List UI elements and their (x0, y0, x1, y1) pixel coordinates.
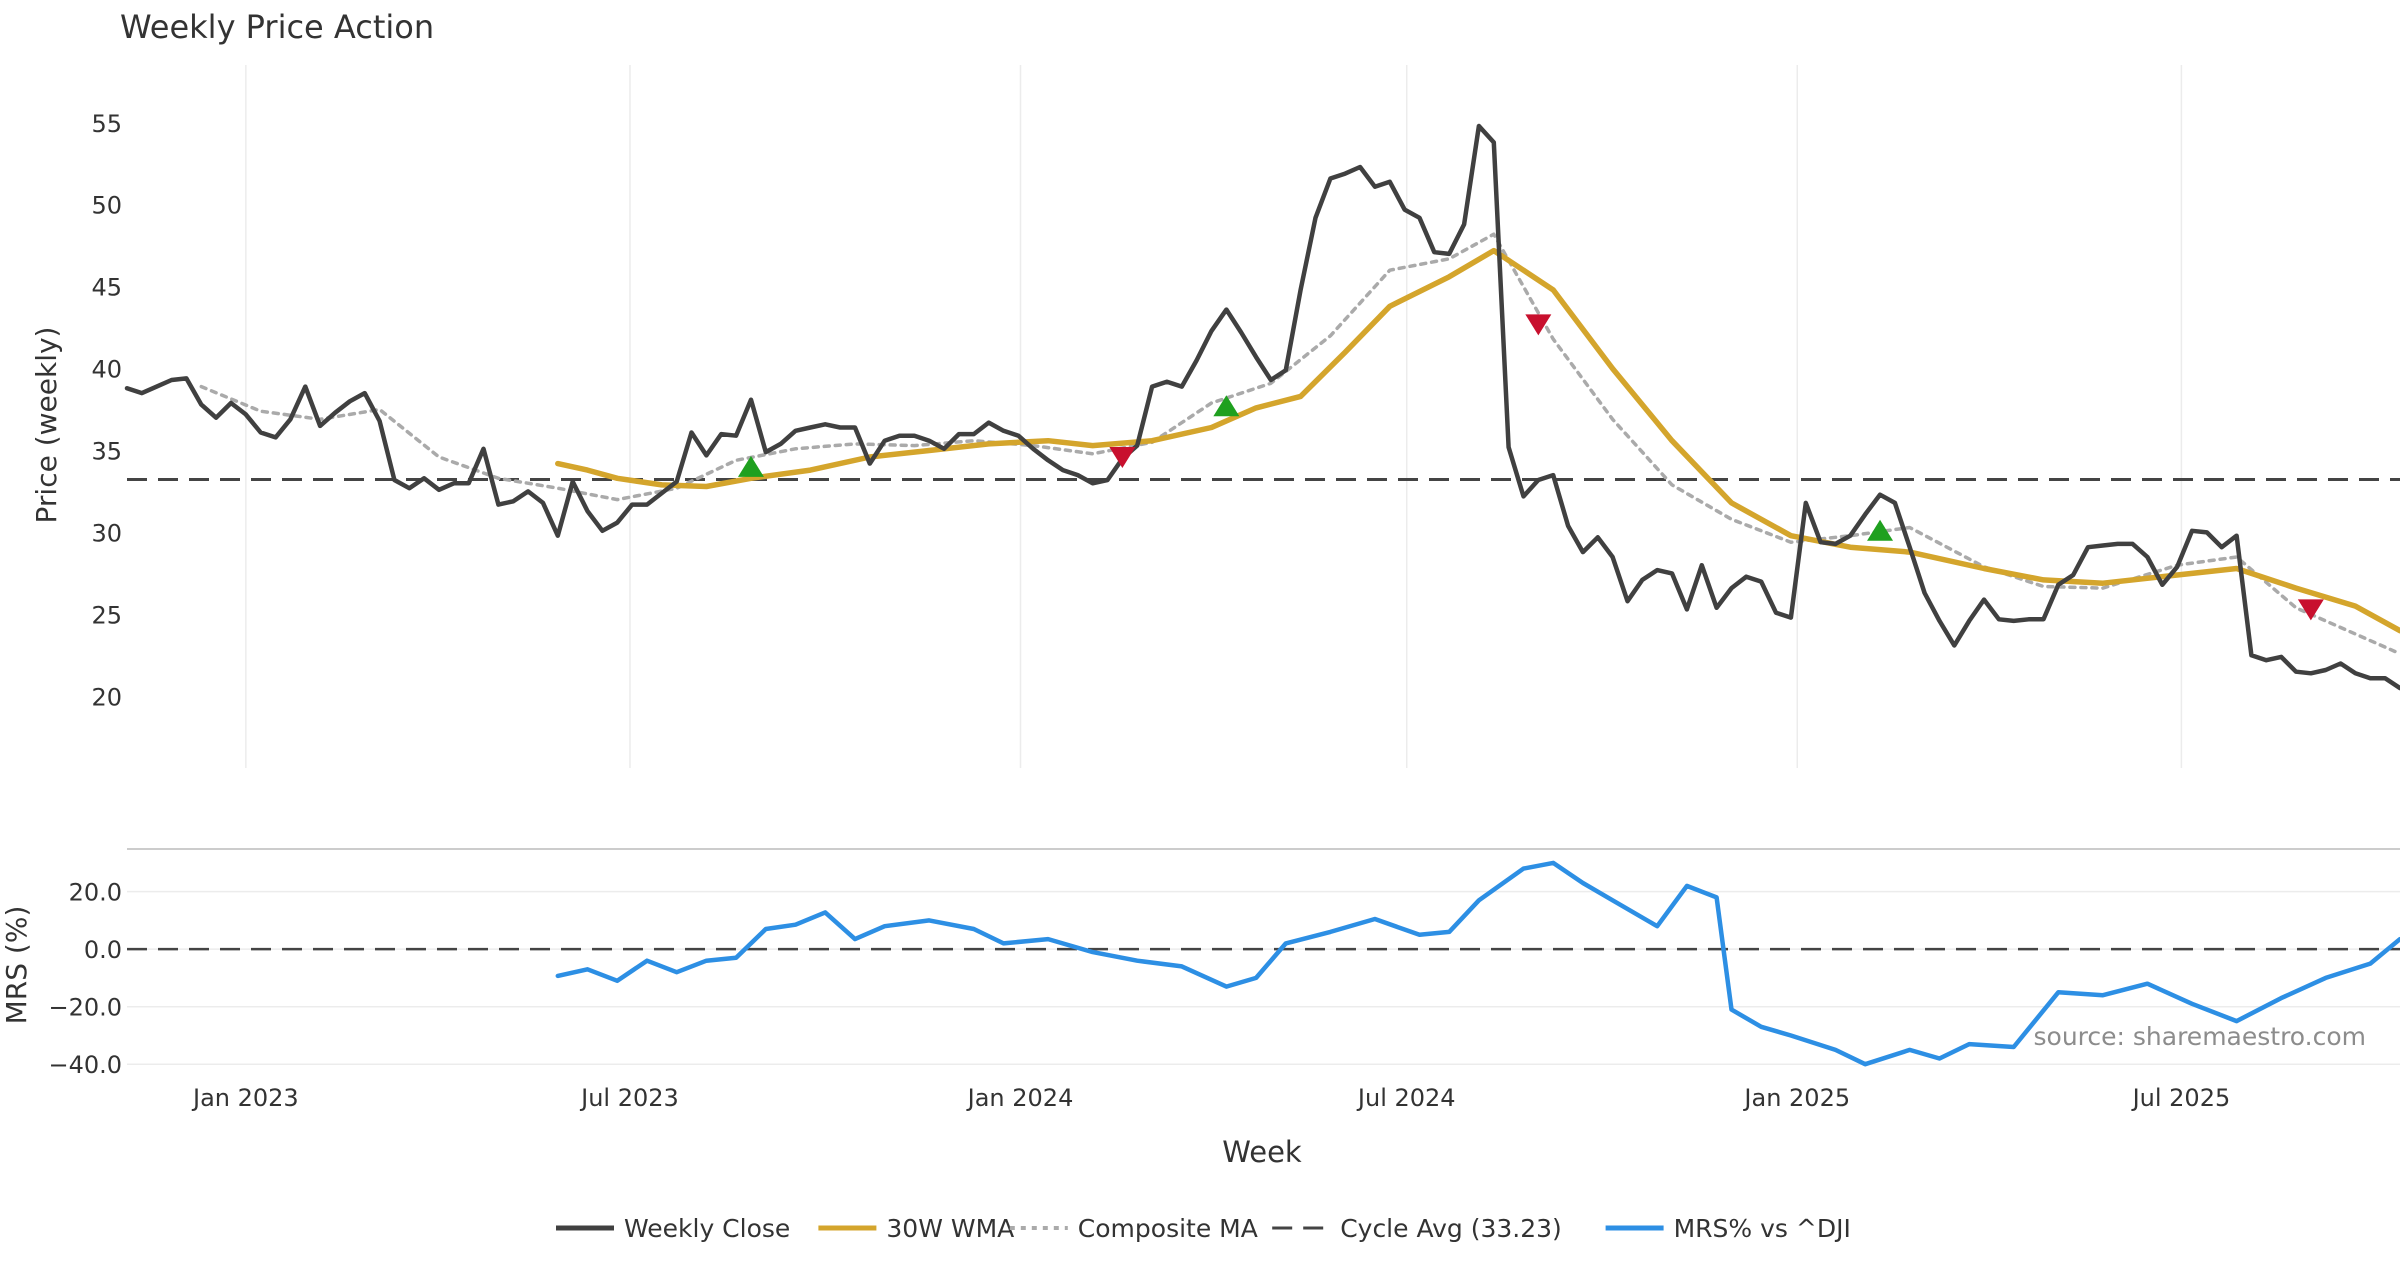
price-series-group (124, 123, 2400, 691)
x-axis-label: Week (1222, 1135, 1302, 1169)
mrs-series-group (555, 860, 2400, 1067)
x-tick-label: Jul 2024 (1356, 1084, 1456, 1112)
mrs-y-ticks: 20.0 0.0 −20.0 −40.0 (48, 879, 122, 1080)
mrs-y-tick-label: 20.0 (69, 879, 122, 907)
mrs-y-tick-label: −20.0 (48, 994, 122, 1022)
chart-title: Weekly Price Action (120, 8, 434, 46)
mrs-y-tick-label: −40.0 (48, 1051, 122, 1079)
legend-label: Cycle Avg (33.23) (1340, 1214, 1562, 1243)
sell-signal-marker (2297, 599, 2324, 621)
x-tick-label: Jul 2023 (579, 1084, 679, 1112)
mrs-y-tick-label: 0.0 (84, 936, 122, 964)
legend-label: Weekly Close (624, 1214, 790, 1243)
legend-label: Composite MA (1078, 1214, 1258, 1243)
legend-item: 30W WMA (818, 1214, 1014, 1243)
price-y-axis-label: Price (weekly) (30, 327, 63, 524)
price-y-ticks: 20 25 30 35 40 45 50 55 (91, 110, 122, 711)
mrs-y-axis-label: MRS (%) (0, 906, 33, 1025)
signal-markers (737, 314, 2324, 621)
legend-label: MRS% vs ^DJI (1674, 1214, 1851, 1243)
price-y-tick-label: 35 (91, 437, 122, 465)
buy-signal-marker (1867, 519, 1894, 541)
legend-item: Composite MA (1009, 1214, 1258, 1243)
legend-item: MRS% vs ^DJI (1605, 1214, 1851, 1243)
buy-signal-marker (1213, 395, 1240, 417)
legend-item: Cycle Avg (33.23) (1272, 1214, 1562, 1243)
mrs-line (555, 860, 2400, 1067)
buy-signal-marker (737, 455, 764, 477)
sell-signal-marker (1109, 447, 1136, 469)
price-y-tick-label: 40 (91, 356, 122, 384)
price-y-tick-label: 20 (91, 683, 122, 711)
x-tick-label: Jan 2023 (191, 1084, 299, 1112)
price-panel: 20 25 30 35 40 45 50 55 Price (weekly) (30, 65, 2400, 768)
weekly-close-line (124, 123, 2400, 691)
price-y-tick-label: 55 (91, 110, 122, 138)
mrs-panel: 20.0 0.0 −20.0 −40.0 MRS (%) source: sharem… (0, 860, 2400, 1080)
source-note: source: sharemaestro.com (2034, 1022, 2367, 1051)
price-y-tick-label: 30 (91, 519, 122, 547)
wma-30w-line (555, 247, 2400, 634)
price-y-tick-label: 50 (91, 192, 122, 220)
legend-item: Weekly Close (556, 1214, 790, 1243)
x-tick-label: Jan 2025 (1742, 1084, 1850, 1112)
legend-label: 30W WMA (886, 1214, 1014, 1243)
sell-signal-marker (1525, 314, 1552, 336)
price-y-tick-label: 45 (91, 274, 122, 302)
price-vertical-grid (245, 65, 2183, 768)
legend: Weekly Close 30W WMA Composite MA Cycle Avg… (556, 1214, 1851, 1243)
price-y-tick-label: 25 (91, 601, 122, 629)
x-tick-label: Jan 2024 (966, 1084, 1074, 1112)
x-axis-ticks: Jan 2023 Jul 2023 Jan 2024 Jul 2024 Jan 2025… (191, 1084, 2230, 1112)
x-tick-label: Jul 2025 (2131, 1084, 2231, 1112)
